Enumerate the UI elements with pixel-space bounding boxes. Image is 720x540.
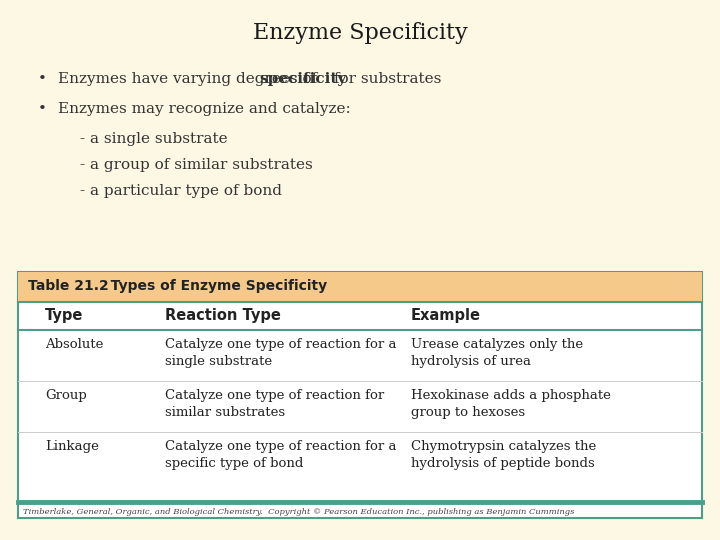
Text: Types of Enzyme Specificity: Types of Enzyme Specificity bbox=[96, 279, 327, 293]
Text: Catalyze one type of reaction for
similar substrates: Catalyze one type of reaction for simila… bbox=[165, 389, 384, 419]
Text: Example: Example bbox=[411, 308, 481, 323]
Text: Enzymes may recognize and catalyze:: Enzymes may recognize and catalyze: bbox=[58, 102, 351, 116]
Bar bbox=[18, 272, 702, 518]
Text: - a particular type of bond: - a particular type of bond bbox=[80, 184, 282, 198]
Text: Catalyze one type of reaction for a
specific type of bond: Catalyze one type of reaction for a spec… bbox=[165, 440, 397, 470]
Text: for substrates: for substrates bbox=[329, 72, 441, 86]
Text: Type: Type bbox=[45, 308, 84, 323]
Text: •: • bbox=[38, 102, 47, 116]
Text: Group: Group bbox=[45, 389, 86, 402]
Text: Linkage: Linkage bbox=[45, 440, 99, 453]
Text: - a single substrate: - a single substrate bbox=[80, 132, 228, 146]
Text: Enzyme Specificity: Enzyme Specificity bbox=[253, 22, 467, 44]
Text: Timberlake, General, Organic, and Biological Chemistry.  Copyright © Pearson Edu: Timberlake, General, Organic, and Biolog… bbox=[23, 508, 575, 516]
Text: Urease catalyzes only the
hydrolysis of urea: Urease catalyzes only the hydrolysis of … bbox=[411, 338, 583, 368]
Text: Absolute: Absolute bbox=[45, 338, 104, 351]
Text: Reaction Type: Reaction Type bbox=[165, 308, 281, 323]
Text: Hexokinase adds a phosphate
group to hexoses: Hexokinase adds a phosphate group to hex… bbox=[411, 389, 611, 419]
Text: Enzymes have varying degrees of: Enzymes have varying degrees of bbox=[58, 72, 322, 86]
Text: - a group of similar substrates: - a group of similar substrates bbox=[80, 158, 312, 172]
Text: Catalyze one type of reaction for a
single substrate: Catalyze one type of reaction for a sing… bbox=[165, 338, 397, 368]
Bar bbox=[18, 272, 702, 302]
Text: Table 21.2: Table 21.2 bbox=[28, 279, 109, 293]
Text: •: • bbox=[38, 72, 47, 86]
Text: specificity: specificity bbox=[260, 72, 347, 86]
Text: Chymotrypsin catalyzes the
hydrolysis of peptide bonds: Chymotrypsin catalyzes the hydrolysis of… bbox=[411, 440, 596, 470]
